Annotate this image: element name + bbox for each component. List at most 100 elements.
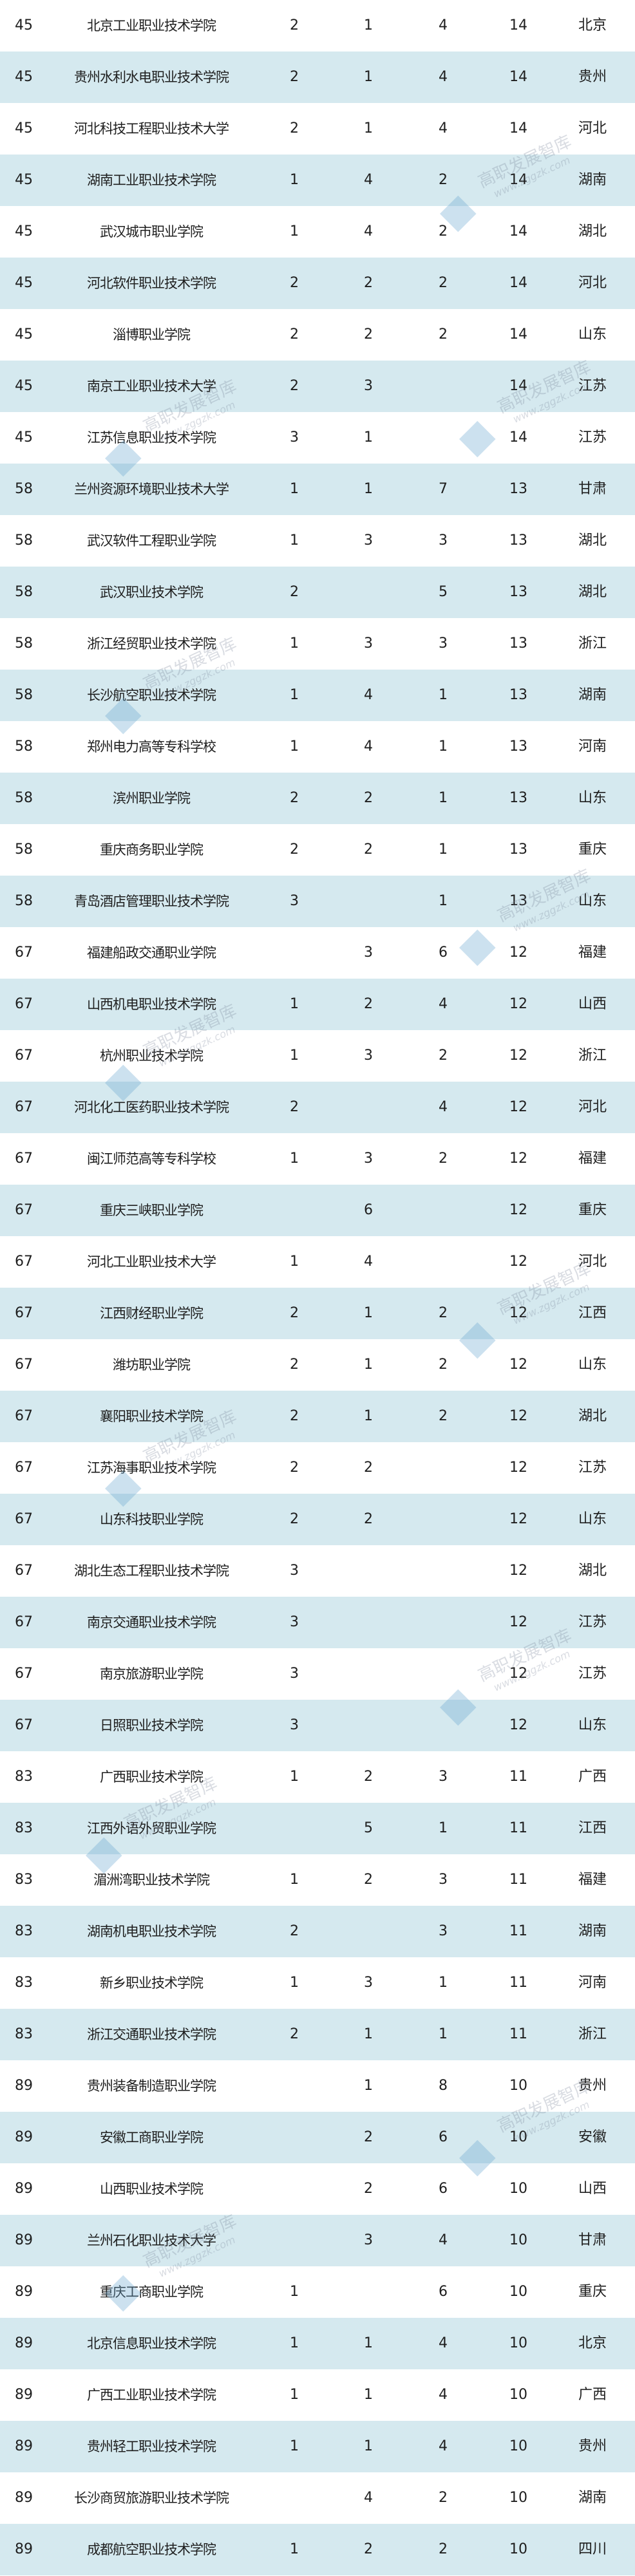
count-cell-1: 1 — [290, 1151, 299, 1167]
count-cell-1: 1 — [290, 996, 299, 1012]
rank-cell: 58 — [15, 738, 33, 755]
total-cell: 12 — [509, 996, 527, 1012]
count-cell-2: 1 — [364, 429, 373, 446]
count-cell-2: 2 — [364, 275, 373, 291]
rank-cell: 45 — [15, 429, 33, 446]
school-name-cell: 江苏信息职业技术学院 — [87, 430, 216, 446]
count-cell-1: 2 — [290, 1408, 299, 1424]
count-cell-2: 4 — [364, 1254, 373, 1270]
count-cell-3: 4 — [439, 69, 448, 85]
total-cell: 10 — [509, 2438, 527, 2454]
count-cell-2: 3 — [364, 945, 373, 961]
table-row: 89 成都航空职业技术学院 1 2 2 10 四川 — [0, 2524, 635, 2575]
table-row: 58 青岛酒店管理职业技术学院 3 1 13 山东 — [0, 876, 635, 927]
school-name-cell: 新乡职业技术学院 — [100, 1975, 204, 1991]
count-cell-1: 3 — [290, 429, 299, 446]
table-row: 67 福建船政交通职业学院 3 6 12 福建 — [0, 927, 635, 979]
rank-cell: 58 — [15, 841, 33, 858]
count-cell-1: 2 — [290, 790, 299, 806]
count-cell-1: 2 — [290, 1305, 299, 1321]
count-cell-2: 3 — [364, 635, 373, 652]
total-cell: 14 — [509, 120, 527, 136]
count-cell-3: 4 — [439, 2438, 448, 2454]
table-row: 67 河北工业职业技术大学 1 4 12 河北 — [0, 1236, 635, 1288]
count-cell-2: 5 — [364, 1820, 373, 1836]
province-cell: 河北 — [578, 120, 607, 136]
rank-cell: 67 — [15, 1254, 33, 1270]
total-cell: 12 — [509, 1099, 527, 1115]
table-row: 89 山西职业技术学院 2 6 10 山西 — [0, 2163, 635, 2215]
total-cell: 12 — [509, 1511, 527, 1527]
count-cell-2: 1 — [364, 1305, 373, 1321]
province-cell: 河南 — [578, 738, 607, 755]
count-cell-3 — [417, 1494, 469, 1545]
province-cell: 湖南 — [578, 2490, 607, 2506]
school-name-cell: 武汉城市职业学院 — [100, 224, 204, 240]
count-cell-1 — [269, 2060, 320, 2112]
province-cell: 湖北 — [578, 223, 607, 240]
province-cell: 福建 — [578, 1151, 607, 1167]
count-cell-3: 3 — [439, 1872, 448, 1888]
count-cell-1: 1 — [290, 1872, 299, 1888]
school-name-cell: 闽江师范高等专科学校 — [87, 1151, 216, 1167]
count-cell-2: 2 — [364, 1872, 373, 1888]
total-cell: 12 — [509, 1563, 527, 1579]
province-cell: 江西 — [578, 1305, 607, 1321]
count-cell-1: 2 — [290, 378, 299, 394]
table-row: 89 贵州轻工职业技术学院 1 1 4 10 贵州 — [0, 2421, 635, 2472]
rank-cell: 58 — [15, 687, 33, 703]
total-cell: 13 — [509, 841, 527, 858]
school-name-cell: 湖北生态工程职业技术学院 — [74, 1563, 229, 1579]
table-row: 83 广西职业技术学院 1 2 3 11 广西 — [0, 1751, 635, 1803]
rank-cell: 89 — [15, 2387, 33, 2403]
count-cell-2 — [343, 567, 394, 618]
count-cell-1: 2 — [290, 326, 299, 343]
count-cell-3: 2 — [439, 275, 448, 291]
school-name-cell: 重庆工商职业学院 — [100, 2284, 204, 2300]
rank-cell: 67 — [15, 945, 33, 961]
count-cell-3: 2 — [439, 1048, 448, 1064]
province-cell: 贵州 — [578, 2078, 607, 2094]
rank-cell: 89 — [15, 2284, 33, 2300]
count-cell-3 — [417, 1648, 469, 1700]
count-cell-2 — [343, 1597, 394, 1648]
count-cell-3: 2 — [439, 2490, 448, 2506]
rank-cell: 45 — [15, 69, 33, 85]
count-cell-1: 1 — [290, 2284, 299, 2300]
count-cell-3 — [417, 1545, 469, 1597]
rank-cell: 58 — [15, 584, 33, 600]
school-name-cell: 南京工业职业技术大学 — [87, 379, 216, 394]
count-cell-2: 1 — [364, 2387, 373, 2403]
province-cell: 江西 — [578, 1820, 607, 1836]
table-row: 67 江西财经职业学院 2 1 2 12 江西 — [0, 1288, 635, 1339]
province-cell: 浙江 — [578, 1048, 607, 1064]
province-cell: 广西 — [578, 2387, 607, 2403]
table-row: 83 新乡职业技术学院 1 3 1 11 河南 — [0, 1957, 635, 2009]
count-cell-2: 2 — [364, 1460, 373, 1476]
count-cell-1: 1 — [290, 223, 299, 240]
rank-cell: 67 — [15, 1717, 33, 1733]
count-cell-2: 1 — [364, 2078, 373, 2094]
province-cell: 河北 — [578, 1254, 607, 1270]
school-name-cell: 长沙航空职业技术学院 — [87, 688, 216, 703]
count-cell-3: 6 — [439, 2284, 448, 2300]
province-cell: 重庆 — [578, 841, 607, 858]
total-cell: 14 — [509, 326, 527, 343]
count-cell-3: 3 — [439, 1923, 448, 1939]
count-cell-1: 3 — [290, 1563, 299, 1579]
total-cell: 12 — [509, 1460, 527, 1476]
school-name-cell: 江西财经职业学院 — [100, 1306, 204, 1321]
count-cell-3: 1 — [439, 1975, 448, 1991]
count-cell-3: 2 — [439, 1408, 448, 1424]
count-cell-2: 2 — [364, 790, 373, 806]
province-cell: 重庆 — [578, 2284, 607, 2300]
province-cell: 江苏 — [578, 1666, 607, 1682]
count-cell-2 — [343, 1700, 394, 1751]
rank-cell: 83 — [15, 2026, 33, 2042]
rank-cell: 89 — [15, 2232, 33, 2248]
total-cell: 12 — [509, 1614, 527, 1630]
province-cell: 湖南 — [578, 1923, 607, 1939]
school-name-cell: 南京旅游职业学院 — [100, 1666, 204, 1682]
count-cell-1: 1 — [290, 738, 299, 755]
province-cell: 山东 — [578, 893, 607, 909]
